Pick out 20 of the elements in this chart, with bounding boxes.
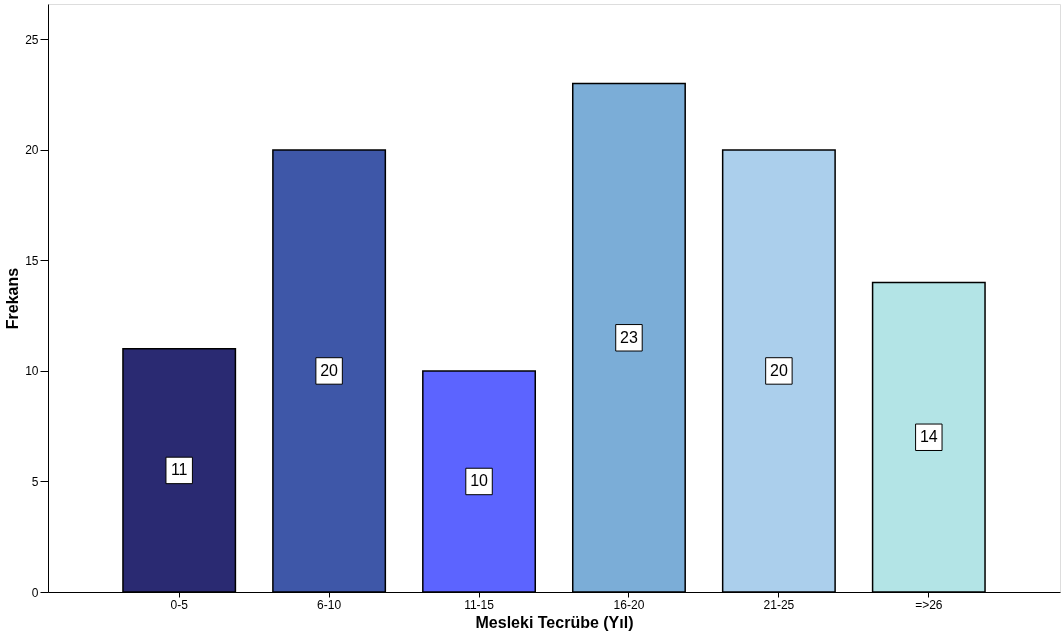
- x-tick-label: 16-20: [613, 597, 645, 612]
- x-tick-label: =>26: [915, 597, 943, 612]
- data-label: 10: [470, 472, 489, 490]
- y-tick-label: 20: [25, 143, 39, 158]
- data-label: 20: [769, 361, 788, 379]
- x-axis-title: Mesleki Tecrübe (Yıl): [475, 613, 634, 631]
- y-axis-title: Frekans: [4, 267, 22, 330]
- data-label: 11: [170, 461, 188, 479]
- y-tick-label: 10: [25, 364, 39, 379]
- data-label: 20: [320, 361, 339, 379]
- y-tick-label: 15: [25, 253, 39, 268]
- y-tick-label: 25: [25, 32, 39, 47]
- data-label: 14: [919, 428, 938, 446]
- data-label: 23: [620, 328, 638, 346]
- x-tick-label: 6-10: [317, 597, 342, 612]
- x-tick-label: 21-25: [763, 597, 795, 612]
- y-tick-label: 5: [31, 474, 39, 489]
- x-tick-label: 0-5: [170, 597, 189, 612]
- x-tick-label: 11-15: [464, 597, 495, 612]
- y-tick-label: 0: [31, 585, 39, 600]
